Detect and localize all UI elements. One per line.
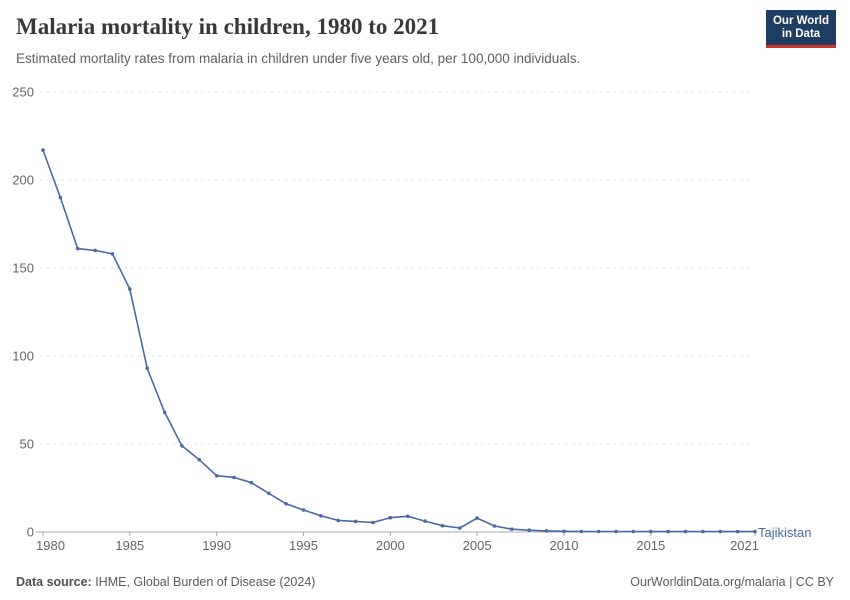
data-source-line: Data source: IHME, Global Burden of Dise…	[16, 575, 315, 589]
data-point[interactable]	[492, 524, 497, 528]
credit-link[interactable]: OurWorldinData.org/malaria | CC BY	[630, 575, 834, 589]
x-axis: 1980 1985 1990 1995 2000 2005 2010 2015 2021	[36, 531, 759, 553]
data-line[interactable]	[42, 149, 756, 533]
data-point[interactable]	[232, 475, 236, 480]
svg-text:1995: 1995	[289, 538, 318, 553]
y-axis-labels: 0 50 100 150 200 250	[12, 85, 34, 540]
data-source-label: Data source:	[16, 575, 92, 589]
data-point[interactable]	[128, 287, 132, 291]
data-point[interactable]	[336, 518, 341, 523]
gridlines	[40, 91, 753, 445]
data-point[interactable]	[440, 523, 445, 528]
data-point[interactable]	[197, 458, 202, 462]
data-point[interactable]	[544, 529, 549, 533]
data-point[interactable]	[93, 248, 97, 253]
data-point[interactable]	[214, 473, 219, 478]
svg-text:1990: 1990	[202, 538, 231, 553]
data-point[interactable]	[718, 529, 723, 534]
data-point[interactable]	[753, 529, 757, 534]
data-point[interactable]	[666, 529, 670, 534]
svg-text:100: 100	[12, 349, 34, 364]
data-point[interactable]	[510, 527, 514, 531]
data-point[interactable]	[562, 529, 566, 534]
data-point[interactable]	[475, 516, 479, 520]
data-source-text: IHME, Global Burden of Disease (2024)	[91, 575, 316, 589]
chart-footer: Data source: IHME, Global Burden of Dise…	[16, 575, 834, 589]
svg-text:1980: 1980	[36, 538, 65, 553]
data-point[interactable]	[145, 366, 149, 371]
svg-text:2021: 2021	[730, 538, 759, 553]
data-point[interactable]	[371, 520, 375, 525]
data-point[interactable]	[267, 491, 271, 496]
svg-text:2015: 2015	[636, 538, 665, 553]
svg-text:0: 0	[27, 525, 34, 540]
line-chart[interactable]: 0 50 100 150 200 250 1980 1985 1990 1995 2000 2005 2…	[0, 85, 850, 560]
page-title: Malaria mortality in children, 1980 to 2…	[16, 14, 440, 39]
data-point[interactable]	[301, 508, 306, 512]
data-point[interactable]	[284, 502, 288, 506]
data-point[interactable]	[527, 528, 531, 532]
svg-text:250: 250	[12, 85, 34, 100]
data-point[interactable]	[58, 195, 63, 200]
data-point[interactable]	[649, 529, 653, 534]
svg-text:2000: 2000	[376, 538, 405, 553]
page-subtitle: Estimated mortality rates from malaria i…	[16, 50, 581, 66]
data-point[interactable]	[458, 526, 462, 530]
data-point[interactable]	[180, 444, 184, 448]
data-point[interactable]	[579, 529, 584, 534]
series-label-tajikistan[interactable]: Tajikistan	[758, 525, 812, 540]
data-point[interactable]	[701, 529, 705, 534]
data-point[interactable]	[353, 519, 358, 524]
owid-logo[interactable]: Our World in Data	[766, 10, 836, 48]
data-point[interactable]	[75, 246, 80, 251]
data-point[interactable]	[596, 529, 601, 534]
data-point[interactable]	[683, 529, 688, 534]
svg-text:2010: 2010	[550, 538, 579, 553]
svg-text:150: 150	[12, 261, 34, 276]
svg-text:200: 200	[12, 173, 34, 188]
owid-logo-line1: Our World	[772, 15, 829, 27]
data-point[interactable]	[423, 519, 427, 523]
svg-text:50: 50	[20, 437, 34, 452]
data-point[interactable]	[631, 529, 636, 534]
svg-text:2005: 2005	[463, 538, 492, 553]
data-point[interactable]	[319, 514, 323, 518]
data-point[interactable]	[614, 529, 618, 534]
data-point[interactable]	[405, 514, 410, 519]
svg-text:1985: 1985	[115, 538, 144, 553]
data-point[interactable]	[249, 480, 254, 485]
data-point[interactable]	[41, 148, 45, 152]
data-point[interactable]	[110, 252, 115, 256]
data-point[interactable]	[388, 515, 393, 520]
data-point[interactable]	[735, 529, 740, 534]
data-point[interactable]	[162, 410, 167, 415]
owid-logo-line2: in Data	[781, 28, 821, 40]
series-tajikistan[interactable]	[41, 148, 757, 534]
chart-header: Malaria mortality in children, 1980 to 2…	[16, 13, 740, 67]
